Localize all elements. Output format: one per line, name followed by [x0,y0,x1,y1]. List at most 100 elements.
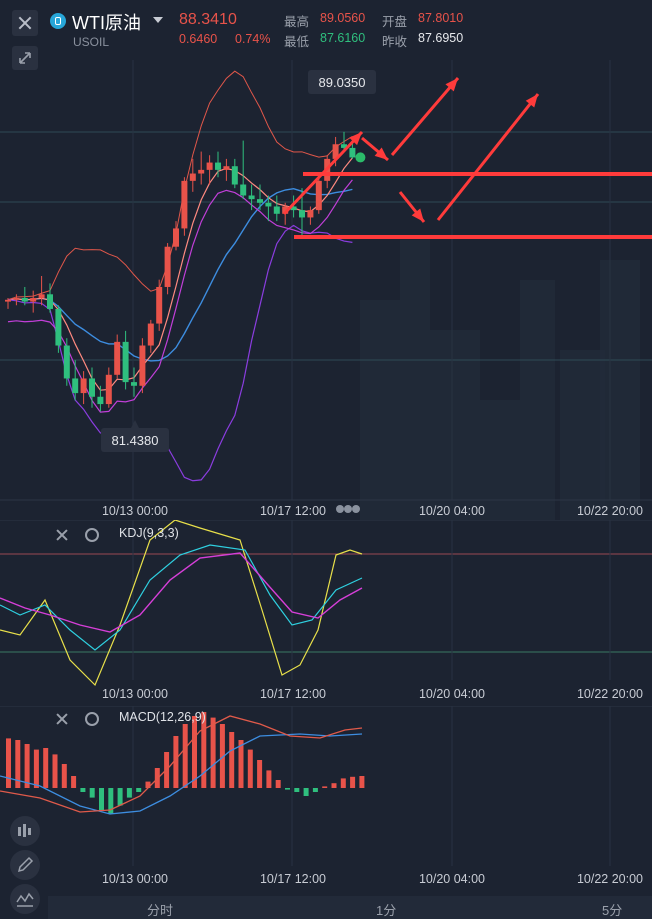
macd-histogram-bar [126,788,132,798]
macd-histogram-bar [15,740,21,788]
timeframe-5min[interactable]: 5分 [602,903,623,918]
kdj-k-line [0,544,363,651]
macd-histogram-bar [43,748,49,788]
macd-histogram-bar [80,788,86,792]
macd-histogram-bar [238,740,244,788]
candle-body [189,173,196,181]
kdj-title: KDJ(9,3,3) [119,526,179,540]
candle-body [63,345,70,379]
price-change-pct: 0.74% [235,32,271,46]
x-tick-label: 10/13 00:00 [102,504,168,518]
macd-histogram-bar [350,776,356,788]
open-label: 开盘 [382,15,408,29]
kdj-chart[interactable]: 10/13 00:00 10/17 12:00 10/20 04:00 10/22 2… [0,520,652,706]
macd-histogram-bar [71,776,77,788]
high-label: 最高 [284,15,310,29]
symbol-code: USOIL [73,35,110,49]
macd-histogram-bar [340,778,346,788]
ma-pink-line [7,157,353,391]
candle-body [89,378,95,397]
timeframe-intraday[interactable]: 分时 [147,903,174,918]
kdj-x-tick-label: 10/20 04:00 [419,687,485,701]
max-price-label-bg [308,70,376,94]
background-building [430,330,480,520]
macd-histogram-bar [6,738,11,788]
shrink-icon[interactable] [12,46,38,70]
candle-body [5,299,11,302]
max-price-label: 89.0350 [319,75,366,90]
macd-histogram-bar [275,780,281,788]
close-kdj-icon[interactable] [55,528,69,542]
price-change: 0.6460 [179,32,218,46]
macd-histogram-bar [219,724,225,788]
symbol-title[interactable]: WTI原油 [72,13,141,33]
macd-histogram-bar [359,776,365,788]
macd-histogram-bar [33,749,39,788]
background-building [480,400,520,520]
kdj-x-tick-label: 10/13 00:00 [102,687,168,701]
x-tick-label: 10/17 12:00 [260,504,326,518]
candle-body [97,396,104,405]
annotation-arrow-up-3-head [525,94,538,108]
loading-dot [344,505,352,513]
candle-body [181,180,188,229]
candle-body [282,206,289,214]
prev-close-label: 昨收 [382,35,408,49]
candle-body [105,374,112,405]
candle-body [131,382,137,386]
background-building [360,300,400,520]
low-value: 87.6160 [320,31,366,45]
macd-histogram-bar [210,717,216,788]
boll-upper-line [7,70,353,301]
macd-histogram-bar [108,788,114,814]
open-value: 87.8010 [418,11,464,25]
macd-chart[interactable]: 10/13 00:00 10/17 12:00 10/20 04:00 10/22 2… [0,706,652,896]
candle-body [114,341,121,375]
macd-histogram-bar [182,724,188,788]
close-icon[interactable] [12,10,38,36]
indicator-tool-icon[interactable] [10,884,40,914]
kdj-settings-icon[interactable] [85,528,99,542]
min-price-label: 81.4380 [112,433,159,448]
macd-histogram-bar [117,788,123,806]
macd-histogram-bar [61,764,67,788]
loading-dot [336,505,344,513]
macd-x-tick-label: 10/22 20:00 [577,872,643,886]
macd-histogram-bar [52,754,58,788]
macd-title: MACD(12,26,9) [119,710,206,724]
macd-x-tick-label: 10/17 12:00 [260,872,326,886]
kdj-j-line [0,520,363,687]
candle-body [13,297,20,300]
boll-lower-line [7,224,353,482]
macd-histogram-bar [257,760,263,788]
macd-histogram-bar [24,744,30,788]
candle-body [156,286,163,324]
background-building [600,260,640,520]
macd-histogram-bar [285,788,290,790]
price-chart[interactable]: 89.0350 81.4380 10/13 00:00 10/17 12:00 10/2… [0,0,652,520]
candle-body [173,228,179,247]
candle-body [307,210,314,218]
candle-body [47,294,53,309]
annotation-arrow-up-1-head [349,132,362,146]
close-macd-icon[interactable] [55,712,69,726]
min-price-label-pointer [131,420,139,428]
macd-histogram-bar [266,770,272,788]
timeframe-1min[interactable]: 1分 [376,903,397,918]
pencil-icon[interactable] [10,850,40,880]
candle-body [198,169,205,174]
kdj-x-tick-label: 10/22 20:00 [577,687,643,701]
macd-histogram-bar [99,788,104,811]
macd-dea-line [0,733,363,815]
candlestick-tool-icon[interactable] [10,816,40,846]
macd-histogram-bar [331,783,337,788]
x-tick-label: 10/20 04:00 [419,504,485,518]
candle-body [80,378,87,394]
candle-body [139,345,146,386]
macd-settings-icon[interactable] [85,712,99,726]
macd-histogram-bar [192,716,197,788]
loading-dot [352,505,360,513]
ma-blue-line [7,187,353,362]
chevron-down-icon[interactable] [153,17,163,23]
macd-dif-line [0,715,363,813]
